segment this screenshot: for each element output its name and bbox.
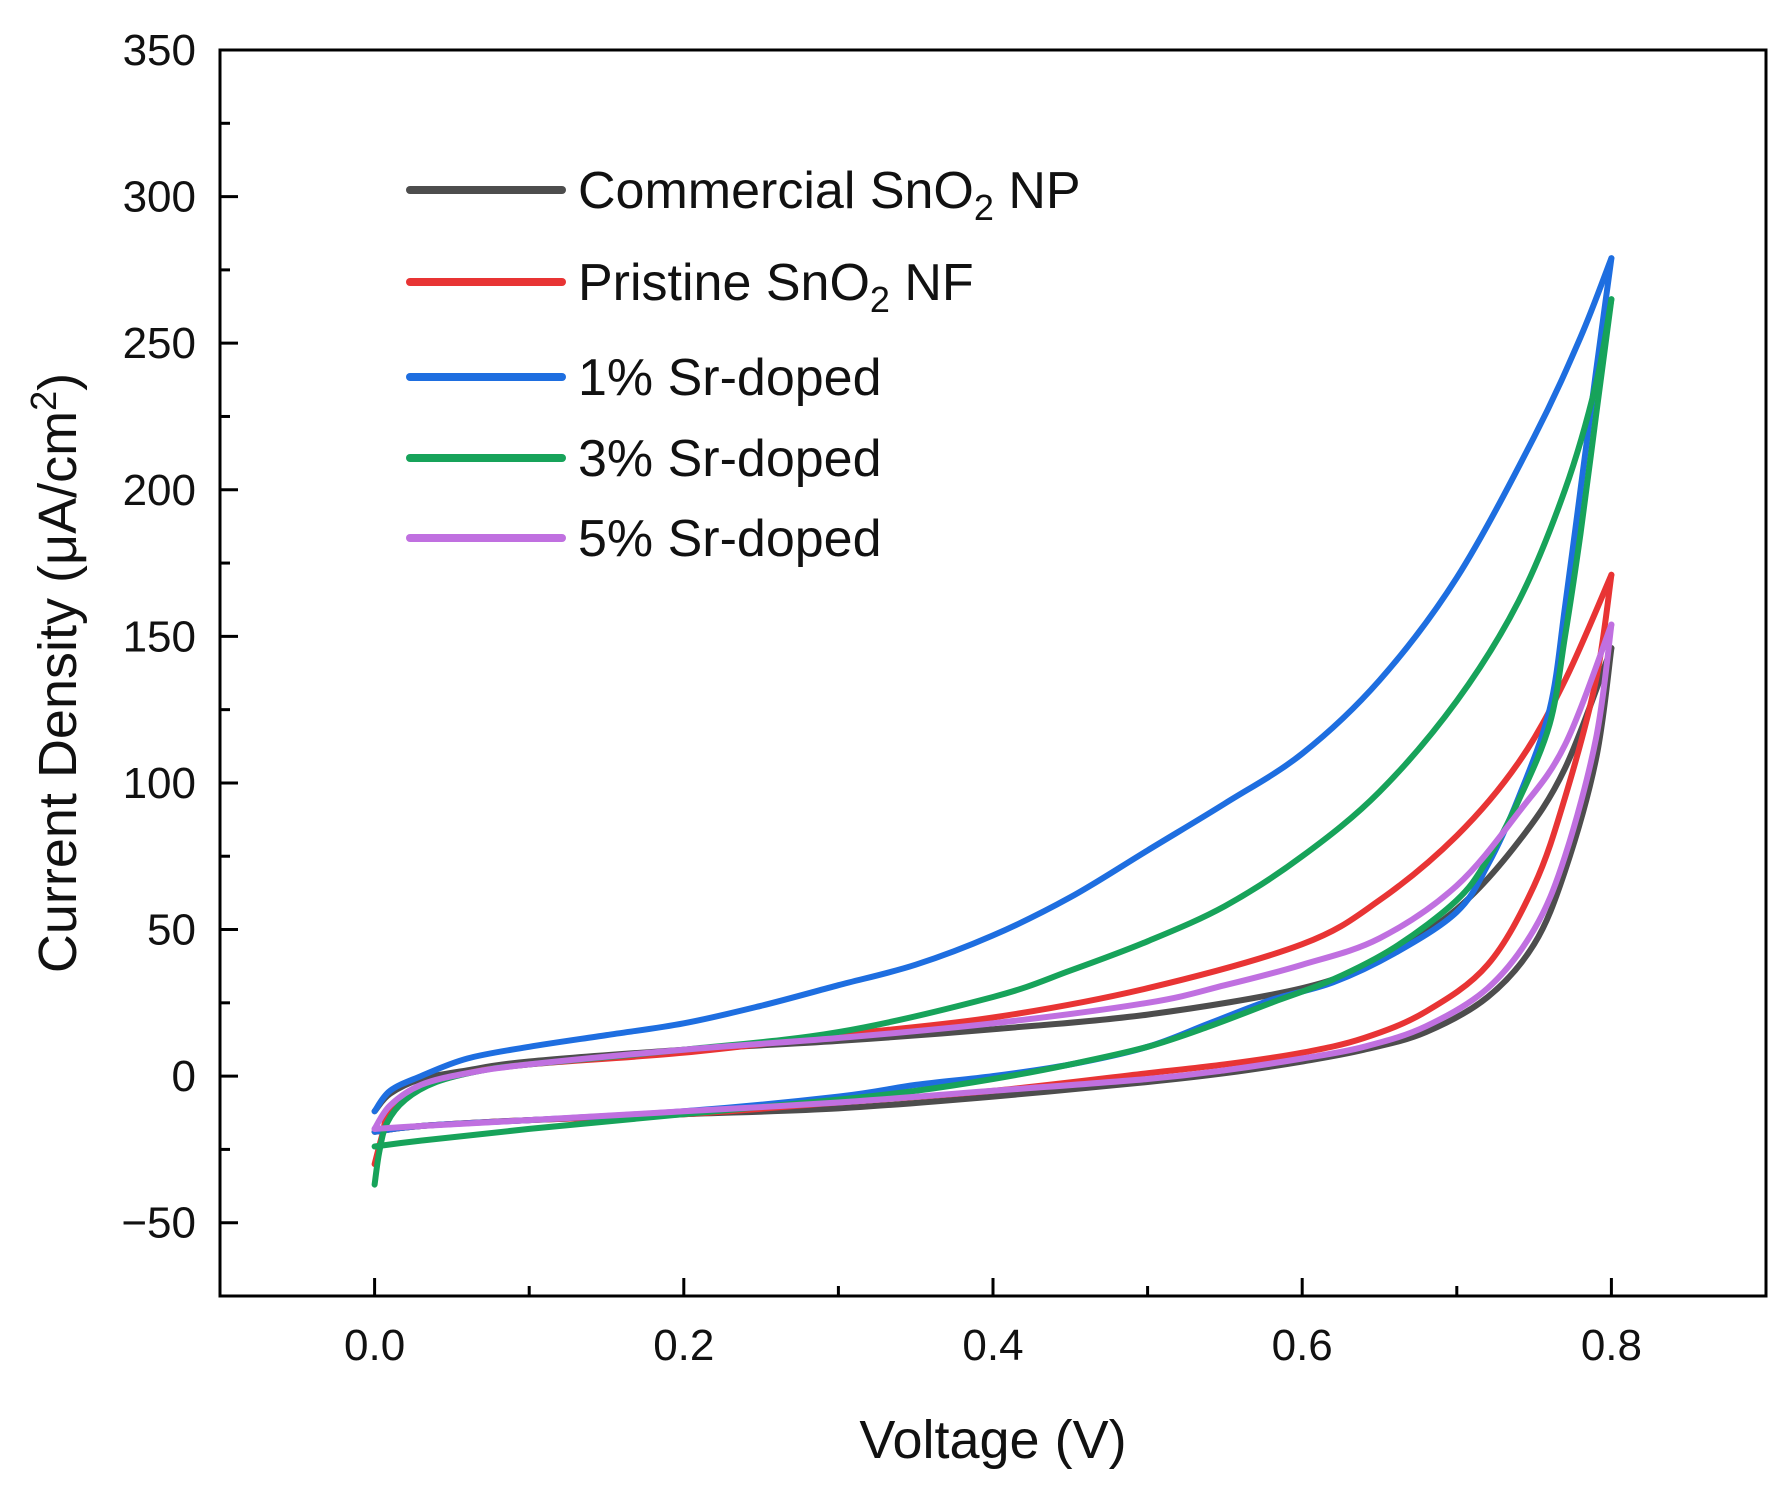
y-axis: −50 0 50 100 150 200 250 300 350: [121, 26, 238, 1298]
series-3-reverse-curve: [371, 255, 1615, 1135]
legend-label-suffix: NF: [890, 254, 974, 312]
plot-frame: [218, 48, 1768, 1298]
legend-label-text: 1% Sr-doped: [578, 349, 882, 407]
y-tick-label: 100: [123, 759, 196, 808]
y-tick-label: 0: [172, 1052, 196, 1101]
y-tick-label: 250: [123, 319, 196, 368]
series-5-forward-curve: [371, 621, 1615, 1132]
y-axis-title-sup: 2: [23, 391, 64, 411]
series-4-forward-curve: [371, 296, 1615, 1188]
legend-label-text: 5% Sr-doped: [578, 510, 882, 568]
x-tick-label: 0.6: [1272, 1321, 1333, 1370]
legend-label-text: Commercial SnO: [578, 162, 974, 220]
y-tick-label: 150: [123, 612, 196, 661]
x-axis-title: Voltage (V): [859, 1410, 1126, 1470]
y-axis-title: Current Density (μA/cm2): [23, 373, 88, 973]
series-5-reverse-curve: [371, 621, 1615, 1132]
x-tick-label: 0.8: [1581, 1321, 1642, 1370]
y-axis-title-close: ): [28, 373, 88, 391]
legend-label-text: Pristine SnO: [578, 254, 870, 312]
plot-curves: [371, 255, 1615, 1188]
legend-label-3: 1% Sr-doped: [578, 349, 882, 407]
y-tick-label: −50: [121, 1199, 196, 1248]
legend-label-suffix: NP: [994, 162, 1081, 220]
y-tick-label: 300: [123, 173, 196, 222]
legend-label-4: 3% Sr-doped: [578, 430, 882, 488]
x-axis: 0.0 0.2 0.4 0.6 0.8: [344, 1278, 1642, 1370]
legend-label-1: Commercial SnO2 NP: [578, 162, 1081, 228]
y-tick-label: 350: [123, 26, 196, 75]
y-axis-title-main: Current Density (μA/cm: [28, 411, 88, 973]
legend-label-5: 5% Sr-doped: [578, 510, 882, 568]
legend-label-text: 3% Sr-doped: [578, 430, 882, 488]
series-2-reverse-curve: [371, 571, 1615, 1135]
x-tick-label: 0.0: [344, 1321, 405, 1370]
x-tick-label: 0.2: [653, 1321, 714, 1370]
legend-label-subscript: 2: [870, 279, 890, 320]
series-3-forward-curve: [371, 255, 1615, 1115]
y-tick-label: 200: [123, 466, 196, 515]
legend-label-2: Pristine SnO2 NF: [578, 254, 974, 320]
y-tick-label: 50: [147, 906, 196, 955]
legend-label-subscript: 2: [974, 187, 994, 228]
x-tick-label: 0.4: [962, 1321, 1023, 1370]
